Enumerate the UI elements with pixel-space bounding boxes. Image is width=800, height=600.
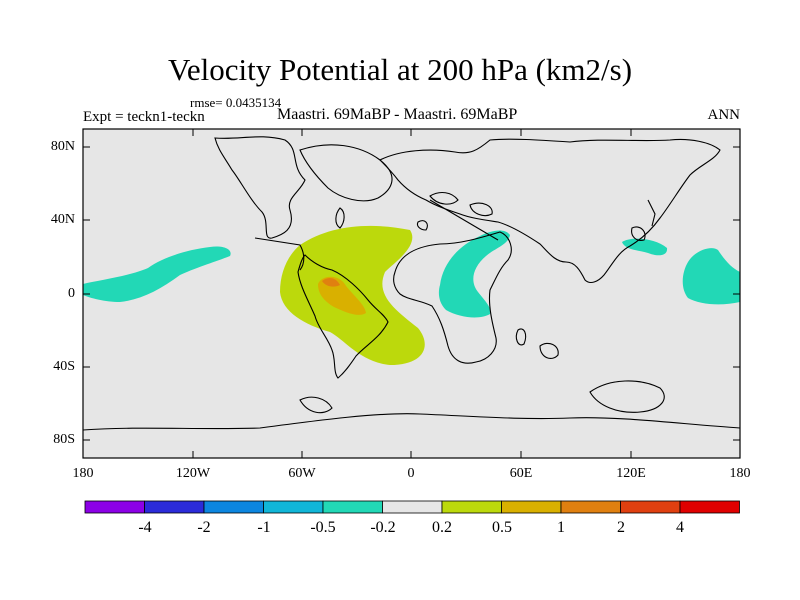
lon-label-120e: 120E [616,466,646,481]
negative-region-pacific-west [682,248,740,305]
comparison-label: Maastri. 69MaBP - Maastri. 69MaBP [277,106,518,123]
negative-region-pacific-east [83,246,231,302]
colorbar-box [322,500,383,514]
colorbar-label: -4 [138,519,152,536]
colorbar-box [84,500,145,514]
colorbar-label: 2 [617,519,625,536]
map-frame [82,128,741,459]
colorbar-label: -0.2 [370,519,396,536]
colorbar-label: -1 [257,519,271,536]
colorbar-box [382,500,443,514]
colorbar-label: 0.5 [492,519,512,536]
colorbar-label: 0.2 [432,519,452,536]
colorbar-label: 4 [676,519,684,536]
lon-label-120w: 120W [175,466,211,481]
map-background [83,129,740,458]
colorbar-label: -0.5 [310,519,336,536]
negative-region-asia [622,238,668,256]
lat-label-80s: 80S [53,432,75,447]
lat-label-80n: 80N [50,139,75,154]
lat-label-0: 0 [68,286,75,301]
colorbar [84,500,740,514]
lon-label-0: 0 [407,466,415,481]
negative-region-africa-indian [438,230,510,318]
colorbar-box [679,500,740,514]
map-title: Velocity Potential at 200 hPa (km2/s) [167,52,633,87]
lon-label-60e: 60E [509,466,533,481]
colorbar-box [263,500,324,514]
lon-label-180w: 180 [72,466,94,481]
colorbar-label: -2 [197,519,211,536]
experiment-label: Expt = teckn1-teckn [83,109,205,125]
colorbar-box [560,500,621,514]
colorbar-box [203,500,264,514]
positive-region-strong [322,277,340,287]
axis-ticks [83,129,740,458]
colorbar-box [501,500,562,514]
lat-label-40s: 40S [53,359,75,374]
lon-label-60w: 60W [288,466,316,481]
coastlines [82,136,741,431]
lon-label-180e: 180 [729,466,751,481]
colorbar-box [144,500,205,514]
colorbar-label: 1 [557,519,565,536]
season-label: ANN [707,107,741,123]
colorbar-box [441,500,502,514]
colorbar-box [620,500,681,514]
rmse-label: rmse= 0.0435134 [190,95,282,110]
lat-label-40n: 40N [50,212,75,227]
